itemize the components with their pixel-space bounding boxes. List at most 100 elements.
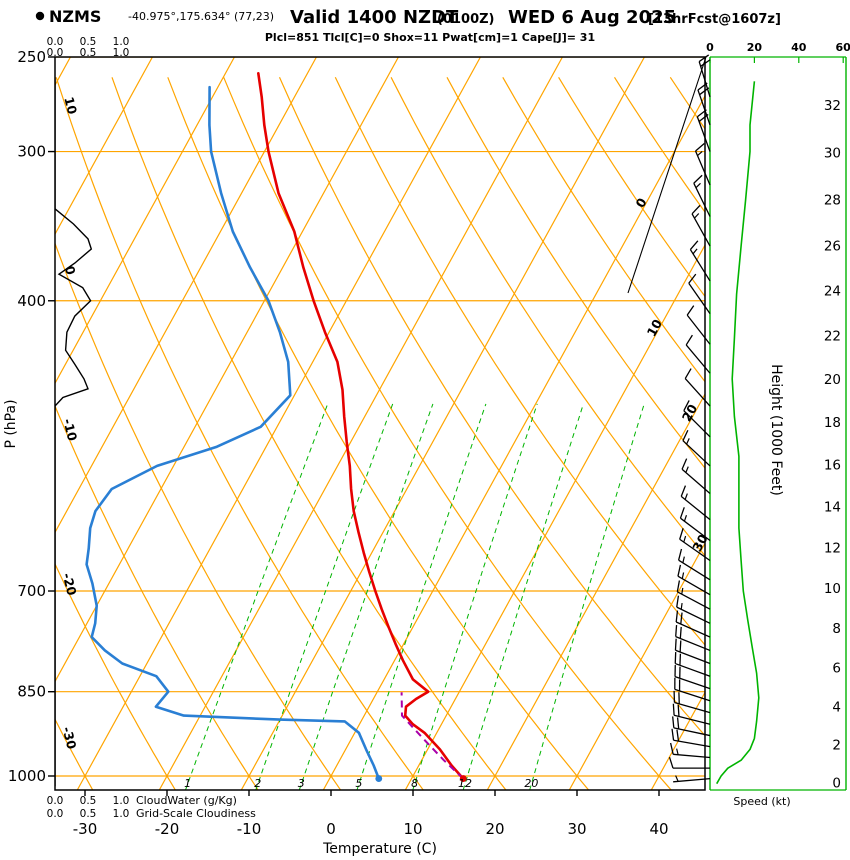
static-labels-layer: NZMS -40.975°,175.634° (77,23) Valid 140…	[3, 7, 791, 857]
upper-right-diagonal-line	[627, 56, 707, 294]
height-tick-label: 28	[824, 192, 841, 208]
dry-adiabat-line	[167, 77, 590, 790]
wind-barb-feather	[675, 610, 679, 623]
isotherm-label: 0	[632, 195, 649, 210]
mixing-ratio-line	[356, 403, 487, 790]
wind-barb-feather	[672, 716, 675, 728]
pressure-tick-label: 400	[17, 292, 46, 310]
temperature-tick-label: -20	[155, 820, 180, 838]
pressure-tick-label: 850	[17, 683, 46, 701]
wind-barb-staff	[677, 575, 711, 596]
wind-barb-staff	[674, 675, 711, 690]
wind-barb-half-feather	[680, 602, 683, 610]
wind-barb-staff	[674, 701, 711, 714]
height-tick-label: 12	[824, 541, 841, 557]
wind-barb-feather	[693, 174, 703, 184]
wind-barb-feather	[696, 109, 707, 118]
wind-barb-feather	[682, 429, 689, 441]
dry-adiabat-label: -20	[60, 571, 80, 597]
temperature-tick-label: 10	[403, 820, 422, 838]
wind-barb-staff	[683, 410, 711, 438]
dry-adiabat-line	[223, 77, 672, 790]
isotherm-line	[55, 57, 317, 534]
wind-barb-feather	[677, 564, 682, 577]
valid-date-label: WED 6 Aug 2025	[508, 7, 676, 28]
height-tick-label: 24	[824, 284, 841, 300]
dry-adiabat-line	[669, 76, 705, 130]
wind-barb-feather	[676, 580, 681, 592]
temperature-tick-label: 0	[326, 820, 336, 838]
isotherm-line	[55, 57, 235, 385]
temperature-tick-label: -10	[237, 820, 262, 838]
cloud-scale-label: 0.0	[47, 795, 64, 807]
dry-adiabat-line	[55, 718, 94, 790]
dry-adiabat-line	[446, 77, 705, 470]
pressure-tick-label: 1000	[8, 767, 46, 785]
sounding-parameters: Plcl=851 Tlcl[C]=0 Shox=11 Pwat[cm]=1 Ca…	[265, 31, 595, 44]
mixing-ratio-line	[462, 403, 584, 790]
wind-barb-staff	[675, 635, 711, 652]
wind-barb-feather	[668, 756, 674, 769]
wind-barb-staff	[675, 662, 711, 677]
wind-barb-feather	[680, 485, 687, 497]
height-tick-label: 6	[832, 660, 841, 676]
wind-barb-staff	[673, 753, 711, 759]
wind-barb-feather	[697, 82, 708, 91]
cloudiness-axis-title: Grid-Scale Cloudiness	[136, 807, 256, 820]
wind-barb-feather	[671, 728, 675, 741]
wind-barb-staff	[696, 116, 711, 152]
wind-barb-half-feather	[685, 466, 689, 473]
dry-adiabat-line	[55, 241, 342, 790]
wind-barb-feather	[669, 742, 674, 755]
dry-adiabat-line	[55, 77, 424, 790]
isotherm-line	[322, 94, 705, 790]
wind-barb-half-feather	[681, 587, 684, 595]
wind-barb-staff	[673, 714, 711, 725]
mixing-ratio-line	[184, 403, 329, 790]
speed-tick-label: 60	[836, 41, 850, 54]
wind-barb-staff	[673, 739, 711, 748]
wind-panel-layer: 0 20 40 60	[668, 41, 850, 791]
wind-barb-feather	[685, 334, 693, 346]
wind-barb-half-feather	[683, 515, 688, 522]
height-tick-label: 30	[824, 146, 841, 162]
wind-barb-staff	[675, 621, 711, 638]
surface-dewpoint-dot	[375, 775, 383, 782]
pressure-axis-title: P (hPa)	[3, 399, 19, 448]
frame-layer	[54, 56, 707, 791]
height-tick-label: 2	[832, 738, 841, 754]
height-tick-label: 18	[824, 415, 841, 431]
height-tick-label: 10	[824, 581, 841, 597]
height-tick-label: 4	[832, 699, 841, 715]
wind-barb-feather	[677, 704, 680, 717]
cloud-scale-label: 1.0	[113, 36, 130, 48]
wind-barb-half-feather	[697, 150, 703, 157]
wind-barb-staff	[673, 777, 711, 783]
wind-barb-half-feather	[683, 535, 687, 543]
wind-barb-staff	[686, 314, 711, 345]
wind-barb-staff	[682, 440, 711, 467]
pressure-tick-label: 300	[17, 143, 46, 161]
wind-barb-feather	[674, 638, 677, 651]
cloud-scale-label: 0.5	[80, 808, 97, 820]
temperature-tick-label: -30	[73, 820, 98, 838]
wind-barb-staff	[680, 495, 711, 521]
dry-adiabat-line	[55, 562, 177, 790]
wind-barb-feather	[677, 548, 683, 561]
gridlines-layer	[55, 57, 705, 790]
forecast-tag: [13hrFcst@1607z]	[648, 12, 781, 27]
wind-barb-feather	[691, 204, 701, 215]
dewpoint-trace-line	[85, 85, 381, 780]
wind-barb-feather	[679, 640, 682, 653]
wind-barb-staff	[677, 591, 711, 610]
temperature-tick-label: 30	[567, 820, 586, 838]
speed-tick-label: 40	[791, 41, 807, 54]
parcel-path-line	[400, 692, 464, 780]
wind-barb-feather	[676, 729, 680, 742]
wind-barb-half-feather	[684, 493, 688, 500]
wind-barb-staff	[689, 249, 711, 282]
cloud-scale-label: 1.0	[113, 795, 130, 807]
wind-barb-feather	[688, 273, 697, 284]
wind-barb-staff	[673, 727, 711, 737]
